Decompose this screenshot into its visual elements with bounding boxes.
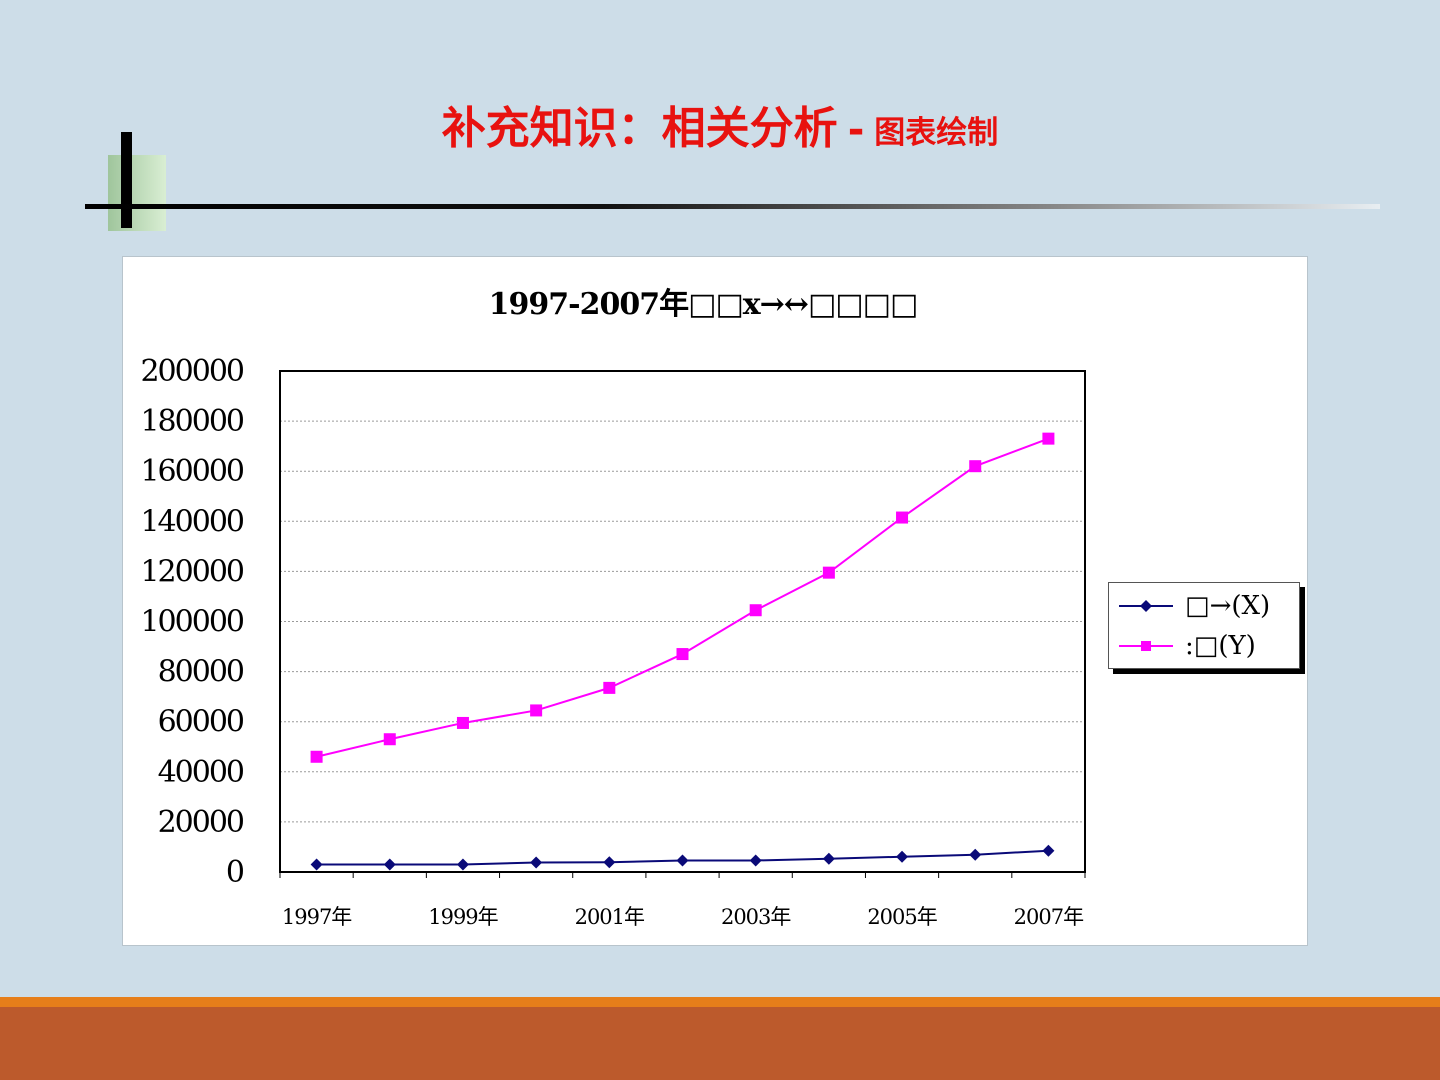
data-point: [530, 856, 543, 869]
y-tick-label: 120000: [140, 554, 243, 589]
data-point: [310, 750, 323, 763]
legend-item-x: □→(X): [1119, 591, 1270, 621]
chart-title: 1997-2007年□□x→↔□□□□: [489, 287, 918, 322]
data-point: [1042, 432, 1055, 445]
x-tick-label: 2007年: [1014, 905, 1084, 929]
data-point: [822, 852, 835, 865]
y-tick-label: 160000: [140, 454, 243, 489]
data-point: [603, 681, 616, 694]
decorative-square: [108, 155, 166, 231]
slide-title: 补充知识：相关分析 - 图表绘制: [0, 92, 1440, 156]
data-point: [383, 858, 396, 871]
x-tick-label: 2001年: [575, 905, 645, 929]
data-point: [969, 460, 982, 473]
line-chart: 0 20000 40000 60000 80000 100000 120000 140000 1…: [140, 287, 1086, 929]
y-tick-label: 100000: [140, 605, 243, 640]
x-tick-label: 1999年: [428, 905, 498, 929]
y-tick-label: 0: [226, 855, 244, 890]
data-point: [383, 733, 396, 746]
y-tick-label: 60000: [158, 705, 244, 740]
y-tick-label: 20000: [158, 805, 244, 840]
legend-label-x: □→(X): [1185, 591, 1271, 621]
y-tick-label: 40000: [158, 755, 244, 790]
y-tick-label: 180000: [140, 404, 243, 439]
x-tick-label: 2005年: [867, 905, 937, 929]
slide-title-main: 补充知识：相关分析: [441, 103, 838, 154]
data-point: [749, 604, 762, 617]
legend-item-y: :□(Y): [1119, 631, 1256, 661]
data-point: [822, 566, 835, 579]
series-line-1: [316, 437, 1049, 758]
slide-title-dash: -: [847, 107, 865, 153]
footer-stripe: [0, 997, 1440, 1007]
x-tick-label: 2003年: [721, 905, 791, 929]
y-tick-label: 200000: [140, 354, 243, 389]
data-point: [1042, 844, 1055, 857]
data-point: [969, 848, 982, 861]
decorative-bar: [121, 132, 132, 228]
data-point: [456, 716, 469, 729]
data-point: [676, 648, 689, 661]
data-point: [456, 858, 469, 871]
legend-label-y: :□(Y): [1185, 631, 1256, 661]
data-point: [676, 854, 689, 867]
data-point: [896, 511, 909, 524]
slide-title-sub: 图表绘制: [874, 115, 999, 151]
legend-swatch-y: [1119, 641, 1173, 651]
data-point: [603, 856, 616, 869]
y-tick-label: 80000: [158, 655, 244, 690]
data-point: [749, 854, 762, 867]
legend-swatch-x: [1119, 600, 1173, 612]
footer-band: [0, 1007, 1440, 1080]
data-point: [896, 850, 909, 863]
y-tick-label: 140000: [140, 504, 243, 539]
x-tick-label: 1997年: [282, 905, 352, 929]
chart-legend: □→(X) :□(Y): [1108, 582, 1300, 669]
data-point: [310, 858, 323, 871]
data-point: [530, 704, 543, 717]
plot-area: [279, 370, 1086, 873]
title-underline: [85, 204, 1380, 209]
chart-panel: 0 20000 40000 60000 80000 100000 120000 140000 1…: [122, 256, 1308, 946]
